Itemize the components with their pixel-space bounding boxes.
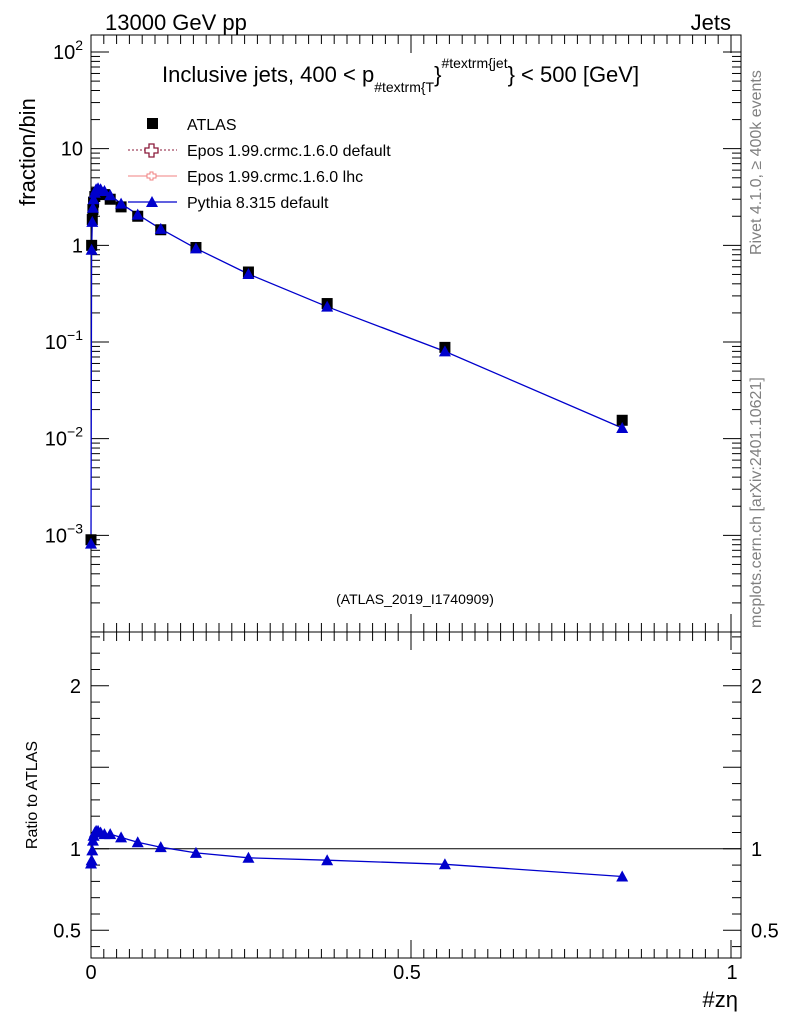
ratio-pythia-point xyxy=(321,854,334,866)
pythia-point xyxy=(98,184,111,196)
header-energy: 13000 GeV pp xyxy=(105,10,247,35)
legend-item-epos-default: Epos 1.99.crmc.1.6.0 default xyxy=(128,143,391,160)
legend-item-pythia: Pythia 8.315 default xyxy=(128,195,329,212)
legend-label-epos-default: Epos 1.99.crmc.1.6.0 default xyxy=(187,143,391,160)
legend-label-epos-lhc: Epos 1.99.crmc.1.6.0 lhc xyxy=(187,169,363,186)
pythia-point xyxy=(115,197,128,209)
y-tick-label: 10−3 xyxy=(45,520,83,547)
rivet-label: Rivet 4.1.0, ≥ 400k events xyxy=(748,70,765,255)
pythia-point xyxy=(242,268,255,280)
y-axis-title: fraction/bin xyxy=(15,98,40,206)
svg-text:Inclusive jets, 400 < p#textrm: Inclusive jets, 400 < p#textrm{T}#textrm… xyxy=(162,55,639,95)
legend-marker-pythia xyxy=(146,196,158,207)
ratio-pythia-line xyxy=(90,830,623,878)
y-tick-label: 10 xyxy=(61,139,83,161)
legend-marker-atlas xyxy=(147,118,158,129)
pythia-point xyxy=(85,537,97,549)
legend-label-pythia: Pythia 8.315 default xyxy=(187,195,329,212)
ratio-y-tick-label-right: 1 xyxy=(751,839,762,861)
title-subscript-close: } xyxy=(434,62,441,87)
pythia-point xyxy=(87,193,100,205)
legend-label-atlas: ATLAS xyxy=(187,117,237,134)
pythia-point xyxy=(189,242,202,254)
ratio-y-tick-label: 2 xyxy=(70,676,81,698)
ratio-data-layer xyxy=(85,824,629,882)
ratio-y-axis-title: Ratio to ATLAS xyxy=(24,741,41,849)
x-tick-label-0.5: 0.5 xyxy=(393,962,421,984)
pythia-line xyxy=(90,187,623,544)
x-tick-label-0: 0 xyxy=(85,962,96,984)
x-tick-label-1: 1 xyxy=(726,962,737,984)
ratio-pythia-point xyxy=(438,858,451,870)
title-suffix: } < 500 [GeV] xyxy=(508,62,639,87)
ratio-pythia-point xyxy=(85,854,98,866)
pythia-point xyxy=(85,243,98,255)
title-prefix: Inclusive jets, 400 < p xyxy=(162,62,374,87)
ratio-axis-ticks: 0.5 0.5 1 1 2 2 xyxy=(53,632,779,958)
chart-title: Inclusive jets, 400 < p#textrm{T}#textrm… xyxy=(162,55,639,95)
ratio-pythia-point xyxy=(115,831,128,843)
title-subscript: #textrm{T xyxy=(374,79,434,95)
pythia-point xyxy=(86,215,99,227)
ratio-pythia-point xyxy=(616,870,629,882)
mcplots-label: mcplots.cern.ch [arXiv:2401.10621] xyxy=(748,377,765,628)
x-axis-title: #zη xyxy=(703,987,738,1012)
pythia-point xyxy=(131,208,144,220)
legend-marker-epos-lhc xyxy=(146,171,157,181)
title-superscript: #textrm{jet xyxy=(441,55,507,71)
pythia-point xyxy=(154,222,167,234)
ratio-pythia-point xyxy=(131,836,144,848)
pythia-point xyxy=(86,201,99,213)
legend-item-epos-lhc: Epos 1.99.crmc.1.6.0 lhc xyxy=(128,169,363,186)
ratio-y-tick-label-right: 2 xyxy=(751,676,762,698)
pythia-point xyxy=(321,300,334,312)
pythia-point xyxy=(104,189,117,201)
y-tick-label: 10−2 xyxy=(45,424,83,451)
y-tick-label: 10−1 xyxy=(45,327,83,354)
ratio-pythia-point xyxy=(104,828,117,840)
legend-item-atlas: ATLAS xyxy=(147,117,237,134)
atlas-point xyxy=(616,414,628,426)
ratio-panel-frame xyxy=(90,631,742,959)
main-data-layer xyxy=(85,182,629,549)
ratio-y-tick-label-right: 0.5 xyxy=(751,920,779,942)
pythia-point xyxy=(438,345,451,357)
ratio-pythia-point xyxy=(154,841,167,853)
legend-marker-epos-default xyxy=(144,143,159,158)
ratio-pythia-point xyxy=(242,851,255,863)
ratio-y-tick-label: 0.5 xyxy=(53,920,81,942)
ratio-pythia-point xyxy=(189,846,202,858)
main-axis-ticks: 102 10 1 10−1 10−2 10−3 xyxy=(45,35,741,633)
y-tick-label: 102 xyxy=(53,37,83,64)
analysis-watermark: (ATLAS_2019_I1740909) xyxy=(336,591,494,607)
ratio-y-tick-label: 1 xyxy=(70,839,81,861)
header-jets: Jets xyxy=(691,10,731,35)
legend: ATLAS Epos 1.99.crmc.1.6.0 default Epos … xyxy=(128,117,391,212)
pythia-point xyxy=(616,421,629,433)
ratio-pythia-point xyxy=(86,844,99,856)
y-tick-label: 1 xyxy=(72,235,83,257)
